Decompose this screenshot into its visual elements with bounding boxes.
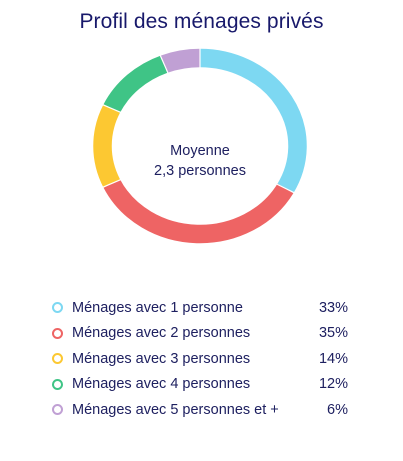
legend-marker-icon <box>52 353 63 365</box>
center-label: Moyenne 2,3 personnes <box>100 141 300 181</box>
legend-item-4-personnes: Ménages avec 4 personnes 12% <box>52 372 348 398</box>
legend-marker-icon <box>52 404 63 416</box>
donut-chart <box>93 48 307 244</box>
legend-marker-icon <box>52 302 63 314</box>
legend-label: Ménages avec 1 personne <box>72 299 243 316</box>
legend: Ménages avec 1 personne 33% Ménages avec… <box>52 295 348 423</box>
center-label-line-2: 2,3 personnes <box>154 163 246 179</box>
legend-marker-icon <box>52 378 63 390</box>
chart-title: Profil des ménages privés <box>79 10 324 33</box>
legend-label: Ménages avec 5 personnes et + <box>72 401 279 418</box>
donut-slice-5-personnes-et-plus <box>160 48 201 73</box>
donut-slice-2-personnes <box>103 179 294 244</box>
donut-slice-1-personne <box>199 48 307 194</box>
legend-marker-icon <box>52 327 63 339</box>
legend-label: Ménages avec 3 personnes <box>72 350 251 367</box>
slice-separator <box>97 176 127 191</box>
legend-value: 14% <box>318 350 348 367</box>
donut-slice-4-personnes <box>103 55 168 114</box>
legend-value: 6% <box>327 401 348 418</box>
center-label-line-1: Moyenne <box>170 143 230 159</box>
legend-label: Ménages avec 2 personnes <box>72 325 251 342</box>
slice-separator <box>271 181 300 196</box>
slice-separator <box>157 50 171 78</box>
legend-label: Ménages avec 4 personnes <box>72 376 251 393</box>
slice-separator <box>97 101 127 116</box>
legend-value: 12% <box>318 376 348 393</box>
legend-item-5-personnes-et-plus: Ménages avec 5 personnes et + 6% <box>52 397 348 423</box>
legend-item-3-personnes: Ménages avec 3 personnes 14% <box>52 346 348 372</box>
legend-value: 35% <box>318 325 348 342</box>
legend-value: 33% <box>318 299 348 316</box>
legend-item-1-personne: Ménages avec 1 personne 33% <box>52 295 348 321</box>
legend-item-2-personnes: Ménages avec 2 personnes 35% <box>52 321 348 347</box>
donut-slice-3-personnes <box>93 104 121 188</box>
